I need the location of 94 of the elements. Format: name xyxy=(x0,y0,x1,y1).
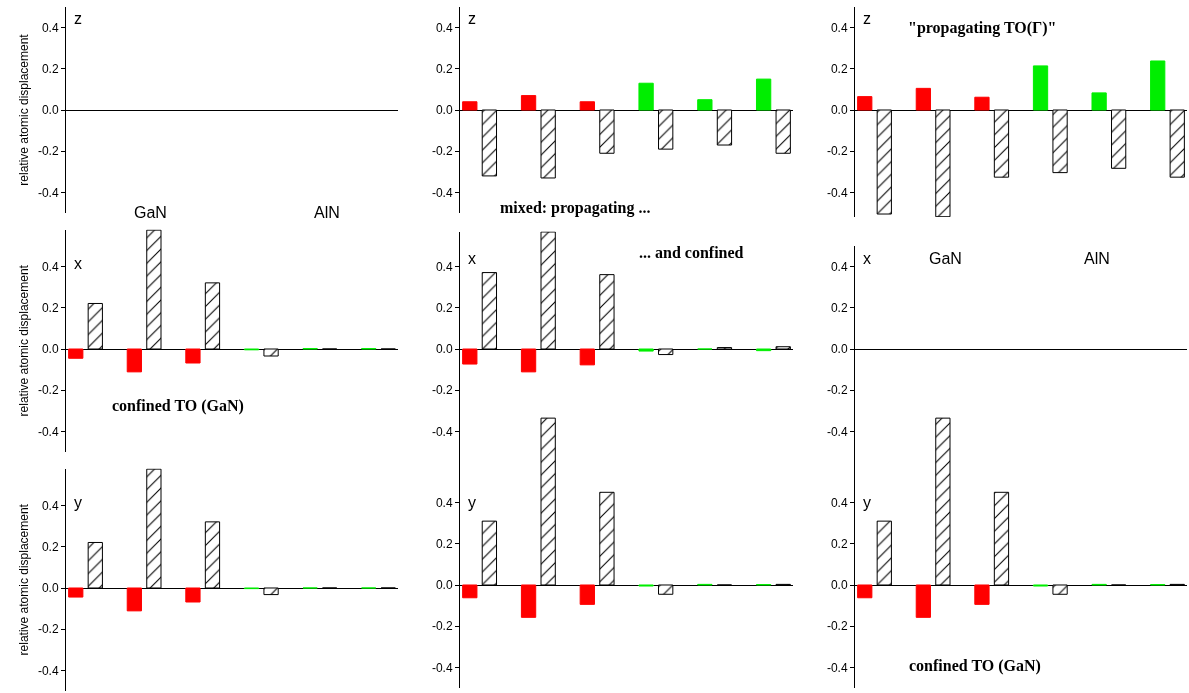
annotation: mixed: propagating ... xyxy=(500,199,651,217)
annotation: confined TO (GaN) xyxy=(909,657,1041,675)
y-tick-label: -0.2 xyxy=(826,619,848,634)
bar xyxy=(462,101,478,111)
y-tick-label: 0.0 xyxy=(41,581,59,596)
y-axis-title: relative atomic displacement xyxy=(17,264,32,417)
bar xyxy=(579,101,595,111)
bar xyxy=(915,87,931,111)
bar xyxy=(579,584,595,605)
bar xyxy=(638,348,654,352)
y-tick-label: -0.4 xyxy=(37,663,59,678)
annotation: "propagating TO(Γ)" xyxy=(908,19,1057,37)
annotation: y xyxy=(468,494,476,511)
bar xyxy=(915,584,931,618)
bar xyxy=(755,78,772,111)
annotation: z xyxy=(74,10,82,27)
bar xyxy=(974,584,990,605)
bar xyxy=(126,348,142,373)
annotation: x xyxy=(74,255,82,272)
annotation: x xyxy=(863,250,871,267)
y-tick-label: 0.0 xyxy=(435,578,453,593)
y-tick-label: 0.0 xyxy=(830,103,848,118)
y-tick-label: 0.4 xyxy=(435,20,453,35)
annotation: z xyxy=(863,10,871,27)
y-tick-label: 0.2 xyxy=(435,301,453,315)
bar xyxy=(462,584,478,599)
y-tick-label: -0.4 xyxy=(37,424,59,439)
y-tick-label: -0.4 xyxy=(431,424,453,439)
y-tick-label: 0.2 xyxy=(435,62,453,76)
bar xyxy=(579,348,595,366)
bar xyxy=(520,348,537,373)
y-tick-label: 0.0 xyxy=(435,103,453,118)
bar xyxy=(520,95,537,111)
y-tick-label: -0.4 xyxy=(826,660,848,675)
y-tick-label: 0.2 xyxy=(830,301,848,315)
annotation: AlN xyxy=(314,204,340,221)
y-tick-label: -0.4 xyxy=(37,185,59,200)
bar xyxy=(185,348,201,364)
y-tick-label: 0.2 xyxy=(41,301,59,315)
y-tick-label: 0.4 xyxy=(41,259,59,274)
y-tick-label: 0.2 xyxy=(830,537,848,551)
annotation: x xyxy=(468,250,476,267)
y-tick-label: -0.2 xyxy=(826,383,848,398)
y-tick-label: 0.0 xyxy=(830,578,848,593)
y-tick-label: 0.4 xyxy=(830,259,848,274)
annotation: confined TO (GaN) xyxy=(112,397,244,415)
y-tick-label: 0.0 xyxy=(435,342,453,357)
y-tick-label: -0.4 xyxy=(431,185,453,200)
annotation: GaN xyxy=(134,204,167,221)
bar xyxy=(68,348,84,359)
y-tick-label: 0.4 xyxy=(41,20,59,35)
y-tick-label: 0.2 xyxy=(41,62,59,76)
y-tick-label: 0.4 xyxy=(435,495,453,510)
bar xyxy=(185,587,201,603)
bar xyxy=(520,584,537,618)
y-tick-label: 0.0 xyxy=(41,342,59,357)
bar xyxy=(857,584,873,599)
y-tick-label: 0.2 xyxy=(435,537,453,551)
y-tick-label: -0.4 xyxy=(431,660,453,675)
y-tick-label: -0.4 xyxy=(826,424,848,439)
y-tick-label: 0.2 xyxy=(830,62,848,76)
y-tick-label: 0.4 xyxy=(435,259,453,274)
y-tick-label: -0.2 xyxy=(37,622,59,637)
annotation: AlN xyxy=(1084,250,1110,267)
y-tick-label: 0.4 xyxy=(830,495,848,510)
annotation: z xyxy=(468,10,476,27)
bar xyxy=(974,96,990,111)
y-tick-label: -0.2 xyxy=(37,383,59,398)
y-tick-label: -0.2 xyxy=(37,144,59,159)
y-tick-label: -0.2 xyxy=(431,144,453,159)
bar xyxy=(1032,65,1049,111)
annotation: ... and confined xyxy=(639,244,744,261)
y-tick-label: 0.4 xyxy=(830,20,848,35)
annotation: GaN xyxy=(929,250,962,267)
bar xyxy=(126,587,142,612)
y-tick-label: -0.2 xyxy=(431,619,453,634)
annotation: y xyxy=(74,494,82,511)
y-tick-label: 0.0 xyxy=(41,103,59,118)
bar xyxy=(857,96,873,111)
y-tick-label: -0.4 xyxy=(826,185,848,200)
bar xyxy=(1150,60,1166,111)
bar xyxy=(68,587,84,598)
y-axis-title: relative atomic displacement xyxy=(17,33,32,186)
bar xyxy=(462,348,478,365)
bar xyxy=(638,82,654,111)
y-tick-label: 0.2 xyxy=(41,540,59,554)
annotation: y xyxy=(863,494,871,511)
y-tick-label: -0.2 xyxy=(826,144,848,159)
bar xyxy=(697,99,713,111)
y-tick-label: 0.0 xyxy=(830,342,848,357)
y-tick-label: -0.2 xyxy=(431,383,453,398)
y-axis-title: relative atomic displacement xyxy=(17,503,32,656)
y-tick-label: 0.4 xyxy=(41,498,59,513)
bar xyxy=(1091,92,1107,111)
